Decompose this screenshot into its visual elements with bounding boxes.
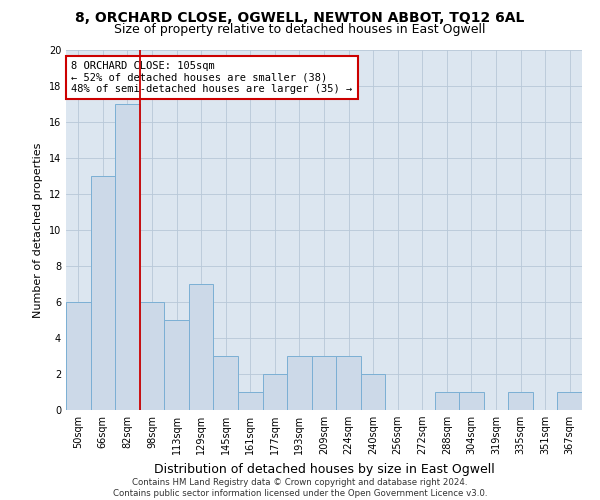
Bar — [189, 284, 214, 410]
Bar — [312, 356, 336, 410]
Bar — [557, 392, 582, 410]
Bar — [238, 392, 263, 410]
Y-axis label: Number of detached properties: Number of detached properties — [33, 142, 43, 318]
Bar — [91, 176, 115, 410]
Text: Contains HM Land Registry data © Crown copyright and database right 2024.
Contai: Contains HM Land Registry data © Crown c… — [113, 478, 487, 498]
Bar — [115, 104, 140, 410]
Bar — [434, 392, 459, 410]
Text: Size of property relative to detached houses in East Ogwell: Size of property relative to detached ho… — [114, 22, 486, 36]
Bar — [66, 302, 91, 410]
Bar — [287, 356, 312, 410]
Bar — [336, 356, 361, 410]
X-axis label: Distribution of detached houses by size in East Ogwell: Distribution of detached houses by size … — [154, 462, 494, 475]
Bar — [508, 392, 533, 410]
Bar — [214, 356, 238, 410]
Bar — [459, 392, 484, 410]
Bar — [140, 302, 164, 410]
Text: 8 ORCHARD CLOSE: 105sqm
← 52% of detached houses are smaller (38)
48% of semi-de: 8 ORCHARD CLOSE: 105sqm ← 52% of detache… — [71, 61, 352, 94]
Text: 8, ORCHARD CLOSE, OGWELL, NEWTON ABBOT, TQ12 6AL: 8, ORCHARD CLOSE, OGWELL, NEWTON ABBOT, … — [76, 11, 524, 25]
Bar — [164, 320, 189, 410]
Bar — [361, 374, 385, 410]
Bar — [263, 374, 287, 410]
